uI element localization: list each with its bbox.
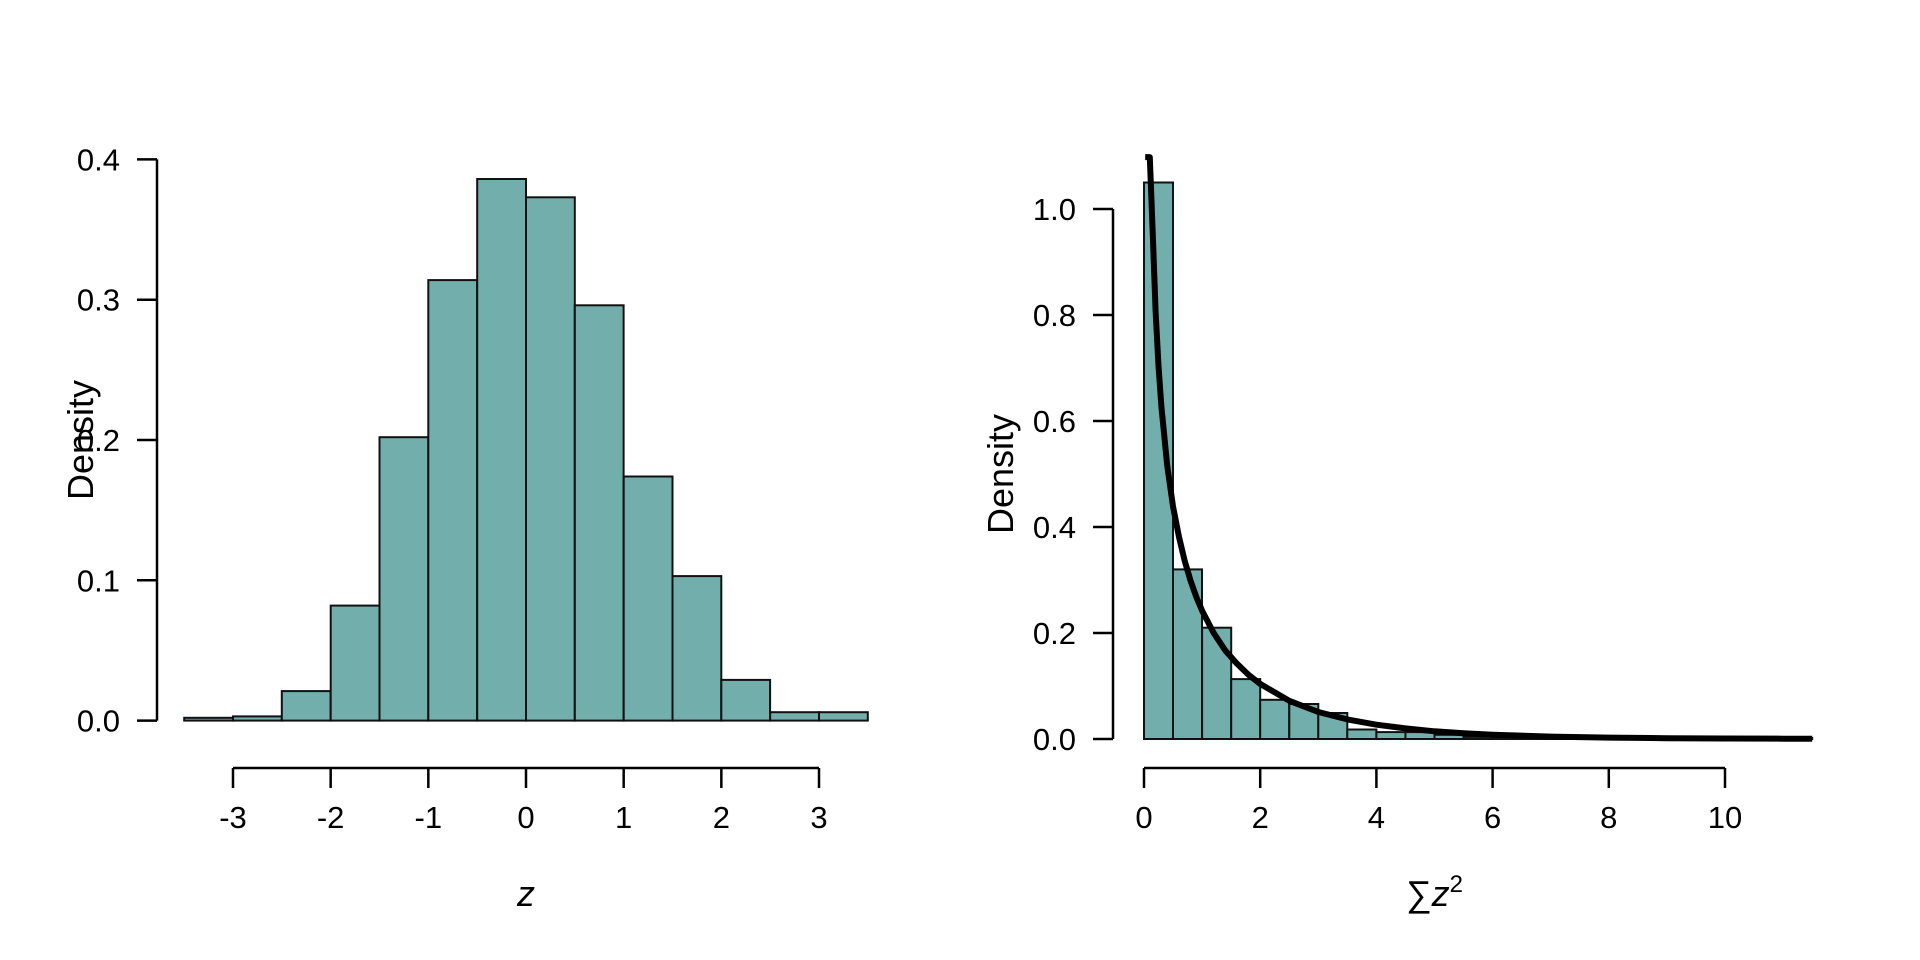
x-tick-label: 2 xyxy=(713,800,730,835)
y-axis: 0.0 0.1 0.2 0.3 0.4 xyxy=(77,142,159,739)
x-tick-label: 4 xyxy=(1368,800,1385,835)
histogram-bar xyxy=(720,678,772,722)
left-histogram-panel: 0.0 0.1 0.2 0.3 0.4 -3 -2 -1 0 1 2 3 Density z xyxy=(60,142,869,914)
histogram-bar xyxy=(1230,678,1262,740)
x-axis-title-part: 2 xyxy=(1450,871,1463,898)
histogram-bar xyxy=(1346,728,1378,740)
x-tick-label: 2 xyxy=(1252,800,1269,835)
x-tick-label: -3 xyxy=(219,800,247,835)
histogram-bar xyxy=(818,711,869,722)
histogram-bar xyxy=(183,716,234,722)
histogram-bar xyxy=(769,711,821,722)
y-tick-label: 1.0 xyxy=(1033,192,1076,227)
x-axis-title-part: ∑ xyxy=(1406,873,1432,914)
x-axis: -3 -2 -1 0 1 2 3 xyxy=(219,766,828,835)
x-axis-title: z xyxy=(516,873,535,914)
histogram-bar xyxy=(671,575,723,722)
histogram-bar xyxy=(232,715,283,722)
x-tick-label: 10 xyxy=(1708,800,1742,835)
x-tick-label: -2 xyxy=(317,800,345,835)
y-tick-label: 0.0 xyxy=(77,704,120,739)
histogram-bar xyxy=(427,279,479,722)
y-tick-label: 0.2 xyxy=(1033,616,1076,651)
x-tick-label: 0 xyxy=(1135,800,1152,835)
histogram-bar xyxy=(329,604,381,722)
y-axis: 0.0 0.2 0.4 0.6 0.8 1.0 xyxy=(1033,192,1115,757)
histogram-bar xyxy=(525,196,576,722)
x-axis-title-part: z xyxy=(516,873,535,914)
x-tick-label: 3 xyxy=(810,800,827,835)
x-tick-label: 0 xyxy=(517,800,534,835)
y-tick-label: 0.3 xyxy=(77,283,120,318)
histogram-bar xyxy=(476,178,528,722)
histogram-bar xyxy=(378,436,430,722)
histogram-bar xyxy=(1375,731,1407,740)
x-tick-label: 6 xyxy=(1484,800,1501,835)
histogram-bar xyxy=(280,690,332,722)
y-tick-label: 0.8 xyxy=(1033,298,1076,333)
histogram-bar xyxy=(573,304,625,722)
x-axis-title-part: z xyxy=(1431,873,1450,914)
histogram-bars xyxy=(1143,181,1814,741)
y-axis-title: Density xyxy=(980,414,1021,534)
histogram-bar xyxy=(1259,698,1291,740)
x-tick-label: 1 xyxy=(615,800,632,835)
y-tick-label: 0.2 xyxy=(77,423,120,458)
histogram-bars xyxy=(183,178,869,722)
y-tick-label: 0.0 xyxy=(1033,722,1076,757)
y-tick-label: 0.6 xyxy=(1033,404,1076,439)
density-curve xyxy=(1143,154,1813,742)
x-tick-label: 8 xyxy=(1600,800,1617,835)
y-axis-title: Density xyxy=(60,380,101,500)
y-tick-label: 0.1 xyxy=(77,563,120,598)
x-axis: 0 2 4 6 8 10 xyxy=(1135,766,1742,835)
y-tick-label: 0.4 xyxy=(1033,510,1076,545)
x-axis-title: ∑z2 xyxy=(1406,871,1463,914)
y-tick-label: 0.4 xyxy=(77,142,120,177)
histogram-bar xyxy=(1201,626,1233,741)
histogram-bar xyxy=(622,475,674,722)
x-tick-label: -1 xyxy=(415,800,443,835)
